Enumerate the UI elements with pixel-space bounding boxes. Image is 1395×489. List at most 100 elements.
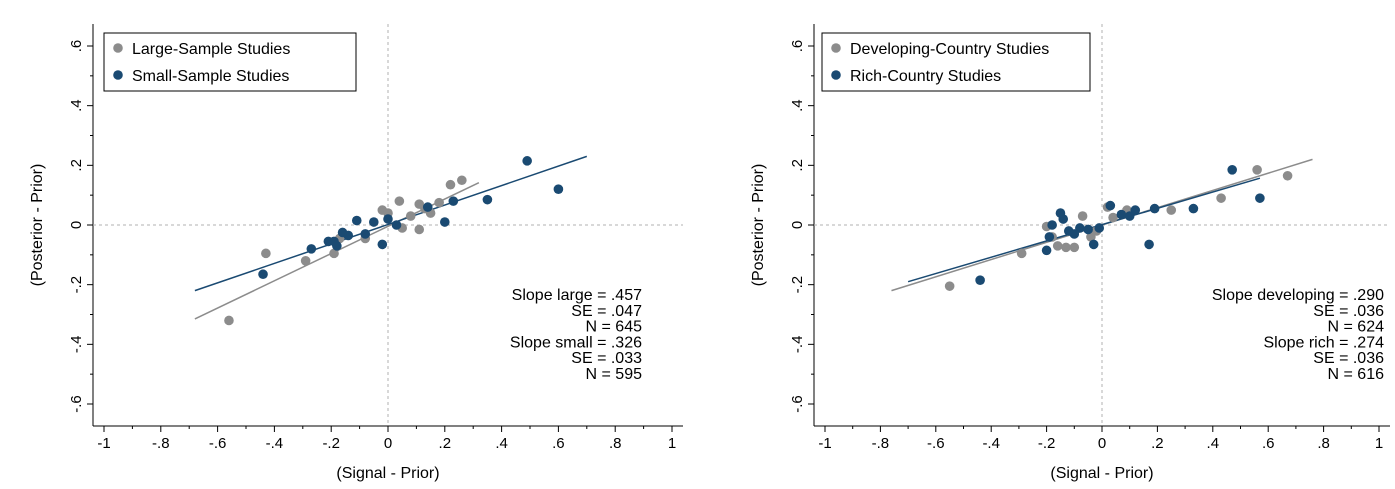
slope-annotation-line: SE = .033: [571, 350, 642, 367]
data-point-series-0: [1077, 211, 1088, 221]
y-tick-label: -.4: [68, 336, 85, 354]
x-tick-label: -.4: [266, 435, 284, 452]
data-point-series-1: [1188, 203, 1199, 214]
y-tick-label: .6: [68, 40, 85, 53]
data-point-series-1: [332, 241, 342, 251]
data-point-series-1: [422, 202, 433, 212]
data-point-series-1: [1227, 165, 1237, 175]
legend-marker-series-1: [113, 70, 123, 80]
y-tick-label: 0: [68, 221, 85, 229]
legend-label: Large-Sample Studies: [132, 41, 290, 58]
legend-marker-series-1: [831, 70, 841, 80]
x-tick-label: -.8: [152, 435, 170, 452]
data-point-series-1: [1094, 223, 1105, 233]
data-point-series-0: [224, 315, 234, 326]
y-axis-title: (Posterior - Prior): [750, 164, 767, 287]
data-point-series-0: [329, 248, 339, 259]
slope-annotation-line: SE = .047: [571, 303, 642, 320]
data-point-series-1: [1041, 245, 1052, 256]
x-axis-title: (Signal - Prior): [1050, 465, 1153, 482]
data-point-series-1: [343, 230, 354, 241]
data-point-series-1: [377, 239, 388, 250]
slope-annotation-line: Slope rich = .274: [1263, 334, 1384, 351]
x-tick-label: -.6: [209, 435, 227, 452]
data-point-series-1: [1255, 193, 1265, 203]
legend-label: Developing-Country Studies: [850, 41, 1049, 58]
data-point-series-0: [1061, 242, 1071, 253]
x-tick-label: -.2: [1038, 435, 1056, 452]
chart-panel-right: -1 -.8 -.6 -.4 -.2 0 .2 .4 .6 .8 1 -.6 -.4 -.2 0 .2 .4 .6…: [750, 24, 1390, 482]
data-point-series-0: [1016, 248, 1027, 259]
data-point-series-1: [360, 229, 371, 239]
data-point-series-1: [1088, 239, 1099, 250]
data-point-series-0: [405, 211, 416, 221]
x-tick-label: .8: [609, 435, 622, 452]
data-point-series-0: [1282, 170, 1293, 181]
data-point-series-1: [1144, 239, 1154, 250]
data-point-series-0: [261, 248, 271, 259]
x-tick-label: .2: [439, 435, 452, 452]
data-point-series-1: [383, 214, 393, 224]
data-point-series-1: [306, 244, 317, 254]
data-point-series-0: [1069, 242, 1080, 253]
x-tick-label: -.6: [927, 435, 945, 452]
slope-annotation-line: Slope large = .457: [512, 287, 642, 304]
data-point-series-1: [553, 184, 564, 194]
legend-label: Small-Sample Studies: [132, 68, 289, 85]
y-tick-label: .6: [789, 40, 806, 53]
data-point-series-0: [1052, 241, 1063, 251]
y-tick-label: -.6: [789, 395, 806, 413]
y-tick-label: -.6: [68, 395, 85, 413]
legend-box: [821, 32, 1091, 92]
x-tick-label: .4: [495, 435, 508, 452]
y-tick-label: -.2: [68, 276, 85, 294]
slope-annotation-line: SE = .036: [1313, 350, 1384, 367]
x-tick-label: -1: [818, 435, 831, 452]
slope-annotation-line: N = 645: [586, 319, 643, 336]
slope-annotation-line: SE = .036: [1313, 303, 1384, 320]
chart-panel-left: -1 -.8 -.6 -.4 -.2 0 .2 .4 .6 .8 1 -.6 -.4 -.2 0 .2 .4 .6…: [29, 24, 683, 482]
slope-annotation-line: N = 624: [1328, 319, 1385, 336]
x-tick-label: .4: [1207, 435, 1220, 452]
data-point-series-1: [1083, 224, 1093, 235]
x-tick-label: .2: [1151, 435, 1164, 452]
data-point-series-0: [300, 255, 311, 266]
data-point-series-1: [1105, 200, 1116, 211]
y-tick-label: .4: [68, 99, 85, 112]
data-point-series-1: [1058, 214, 1069, 224]
data-point-series-1: [1047, 220, 1057, 230]
data-point-series-0: [1216, 193, 1226, 203]
data-point-series-0: [1108, 212, 1118, 223]
data-point-series-0: [457, 175, 467, 186]
legend-marker-series-0: [113, 43, 123, 53]
data-point-series-1: [975, 275, 985, 285]
x-tick-label: -.8: [872, 435, 890, 452]
data-point-series-1: [482, 194, 493, 205]
fit-line-series-1: [194, 155, 588, 292]
data-point-series-1: [391, 220, 402, 230]
x-tick-label: .8: [1317, 435, 1330, 452]
data-point-series-1: [440, 217, 450, 227]
y-tick-label: .4: [789, 99, 806, 112]
x-tick-label: 1: [668, 435, 676, 452]
slope-annotation-line: N = 595: [586, 366, 643, 383]
slope-annotation-line: Slope small = .326: [510, 334, 642, 351]
data-point-series-1: [522, 156, 532, 166]
slope-annotation-line: Slope developing = .290: [1212, 287, 1384, 304]
y-tick-label: -.2: [789, 276, 806, 294]
legend-marker-series-0: [831, 43, 841, 53]
data-point-series-0: [394, 196, 405, 206]
y-axis-title: (Posterior - Prior): [29, 164, 46, 287]
x-tick-label: .6: [552, 435, 565, 452]
x-tick-label: 1: [1375, 435, 1383, 452]
data-point-series-1: [258, 269, 268, 280]
y-tick-label: -.4: [789, 336, 806, 354]
data-point-series-1: [351, 215, 362, 226]
y-tick-label: .2: [789, 159, 806, 172]
data-point-series-1: [448, 196, 459, 206]
legend-box: [103, 32, 357, 92]
x-axis-title: (Signal - Prior): [336, 465, 439, 482]
data-point-series-1: [1149, 203, 1160, 214]
data-point-series-0: [1252, 165, 1262, 175]
